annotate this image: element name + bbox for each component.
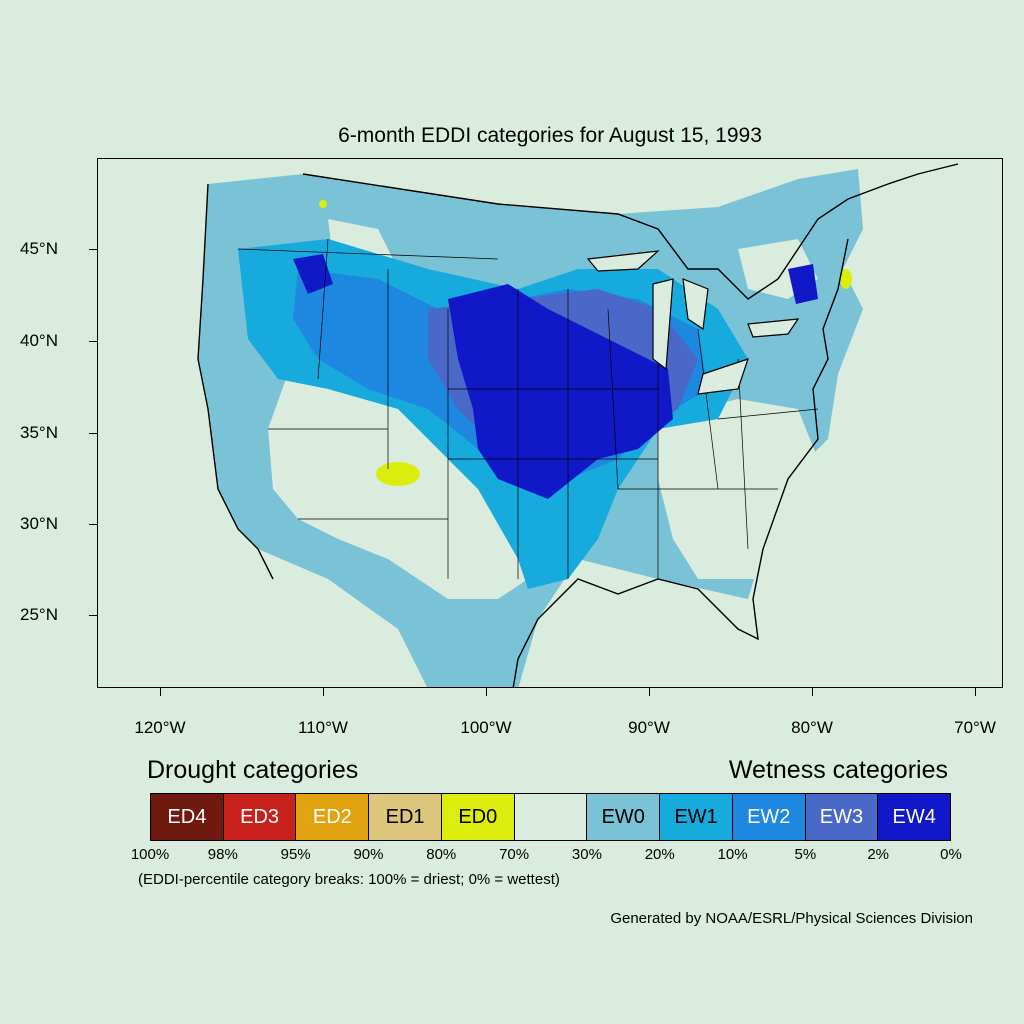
lon-tick [323,688,324,696]
legend-break-label: 10% [717,846,748,863]
lon-label-80: 80°W [791,718,833,737]
lat-tick [89,433,97,434]
state-borders [237,238,819,579]
lon-tick [486,688,487,696]
legend-swatch-ew1: EW1 [660,794,733,840]
ed0-new-mexico-spot [376,462,420,486]
legend-swatch-neutral [514,794,588,840]
legend-note: (EDDI-percentile category breaks: 100% =… [138,871,560,888]
legend-swatch-ed3: ED3 [223,794,297,840]
legend-swatch-ew2: EW2 [732,794,806,840]
lon-label-120: 120°W [134,718,186,737]
eddi-map [197,163,959,687]
map-frame [97,158,1003,688]
coastline [197,163,959,687]
legend-break-label: 30% [571,846,602,863]
lon-label-100: 100°W [460,718,512,737]
lon-label-70: 70°W [954,718,996,737]
legend-break-label: 98% [207,846,238,863]
lat-label-45: 45°N [20,239,58,258]
lat-label-40: 40°N [20,331,58,350]
legend-break-label: 0% [940,846,962,863]
legend-break-label: 80% [426,846,457,863]
lon-tick [649,688,650,696]
legend-break-label: 2% [867,846,890,863]
ed0-northeast-spot [840,269,852,289]
legend-swatch-ew3: EW3 [805,794,879,840]
legend-swatch-ed4: ED4 [151,794,224,840]
lat-tick [89,615,97,616]
legend-swatch-ed0: ED0 [441,794,515,840]
lat-label-30: 30°N [20,514,58,533]
legend-break-label: 20% [644,846,675,863]
lat-tick [89,524,97,525]
lon-tick [160,688,161,696]
ew4-northeast-region [788,264,818,304]
legend-break-label: 70% [499,846,530,863]
legend-swatch-ed1: ED1 [369,794,442,840]
lat-label-35: 35°N [20,423,58,442]
great-lakes [586,250,800,395]
wetness-categories-heading: Wetness categories [728,756,948,784]
credit-line: Generated by NOAA/ESRL/Physical Sciences… [610,910,973,927]
legend-break-label: 5% [794,846,817,863]
legend-color-bar: ED4 ED3 ED2 ED1 ED0 EW0 EW1 EW2 EW3 EW4 [150,793,951,841]
ew4-core-region [448,284,673,499]
legend-break-label: 95% [280,846,311,863]
lat-tick [89,341,97,342]
map-title: 6-month EDDI categories for August 15, 1… [338,124,762,147]
lon-tick [975,688,976,696]
lon-label-90: 90°W [628,718,670,737]
legend-break-label: 100% [130,846,170,863]
lon-label-110: 110°W [298,718,348,737]
lat-tick [89,249,97,250]
ew4-northwest-region [293,254,333,294]
ed0-idaho-spot [319,200,327,208]
legend-swatch-ed2: ED2 [296,794,370,840]
legend-break-label: 90% [353,846,384,863]
lon-tick [812,688,813,696]
legend-swatch-ew4: EW4 [878,794,951,840]
legend-swatch-ew0: EW0 [587,794,661,840]
lat-label-25: 25°N [20,605,58,624]
drought-categories-heading: Drought categories [147,756,359,784]
